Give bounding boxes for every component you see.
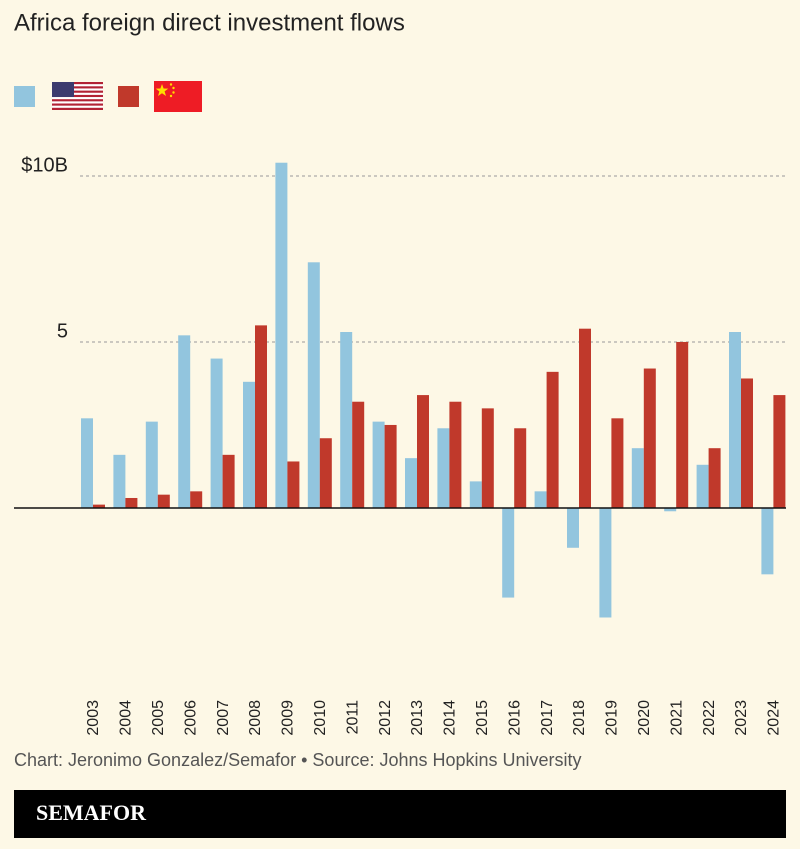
bar <box>384 424 397 508</box>
bar <box>125 497 138 508</box>
bar <box>405 458 417 508</box>
bar <box>255 325 267 508</box>
x-tick-label: 2015 <box>474 700 491 736</box>
x-tick-label: 2010 <box>312 700 329 736</box>
bar <box>319 438 332 508</box>
chart-title: Africa foreign direct investment flows <box>14 9 405 36</box>
x-tick-label: 2023 <box>733 700 750 736</box>
bar <box>676 341 689 508</box>
bar <box>372 421 385 508</box>
x-tick-label: 2024 <box>766 700 783 736</box>
x-tick-label: 2008 <box>247 700 264 736</box>
y-tick-label: $10B <box>21 154 68 176</box>
x-tick-label: 2006 <box>182 700 199 736</box>
bar <box>449 401 462 508</box>
legend-swatch <box>118 86 139 107</box>
bar <box>222 454 235 508</box>
x-tick-label: 2019 <box>604 700 621 736</box>
x-tick-label: 2011 <box>344 700 361 735</box>
x-tick-label: 2013 <box>409 700 426 736</box>
bar <box>145 421 158 508</box>
bar <box>481 408 494 508</box>
bar <box>696 464 709 508</box>
bar <box>287 461 300 508</box>
bar <box>243 381 255 508</box>
bar <box>579 328 591 508</box>
bar <box>643 368 656 508</box>
bar <box>773 395 786 508</box>
bar <box>417 395 429 508</box>
bar <box>93 504 105 508</box>
x-tick-label: 2005 <box>150 700 167 736</box>
bar <box>664 507 677 512</box>
bar <box>708 448 721 508</box>
bar <box>611 418 624 508</box>
bar <box>307 262 320 508</box>
bar <box>352 401 365 508</box>
bar <box>81 418 93 508</box>
legend <box>14 81 202 112</box>
bar <box>437 428 450 508</box>
x-tick-label: 2014 <box>442 700 459 736</box>
bar <box>340 332 353 508</box>
bar <box>599 507 612 618</box>
bar <box>113 454 126 508</box>
bar <box>178 335 191 508</box>
bar <box>469 481 482 508</box>
x-tick-label: 2016 <box>506 700 523 736</box>
bar <box>534 491 547 508</box>
bar <box>546 371 559 508</box>
x-tick-label: 2020 <box>636 700 653 736</box>
bar <box>729 332 741 508</box>
bar <box>275 162 288 508</box>
legend-swatch <box>14 86 35 107</box>
bar <box>761 507 774 575</box>
x-tick-label: 2018 <box>571 700 588 736</box>
bar <box>210 358 223 508</box>
china-flag <box>154 81 202 112</box>
brand-bar <box>14 790 786 838</box>
x-tick-label: 2003 <box>85 700 102 736</box>
x-tick-label: 2009 <box>280 700 297 736</box>
x-tick-label: 2012 <box>377 700 394 736</box>
bar <box>567 507 579 548</box>
x-tick-label: 2007 <box>215 700 232 736</box>
x-tick-label: 2022 <box>701 700 718 736</box>
footer: Chart: Jeronimo Gonzalez/Semafor • Sourc… <box>14 750 582 770</box>
x-tick-label: 2021 <box>668 700 685 736</box>
bar <box>157 494 170 508</box>
bar <box>502 507 515 598</box>
brand: SEMAFOR <box>36 800 147 825</box>
bar <box>741 378 753 508</box>
us-flag <box>52 82 103 110</box>
bar <box>631 448 644 508</box>
bar <box>514 428 527 508</box>
x-tick-label: 2004 <box>118 700 135 736</box>
bar <box>190 491 203 508</box>
y-tick-label: 5 <box>57 320 68 342</box>
x-tick-label: 2017 <box>539 700 556 736</box>
